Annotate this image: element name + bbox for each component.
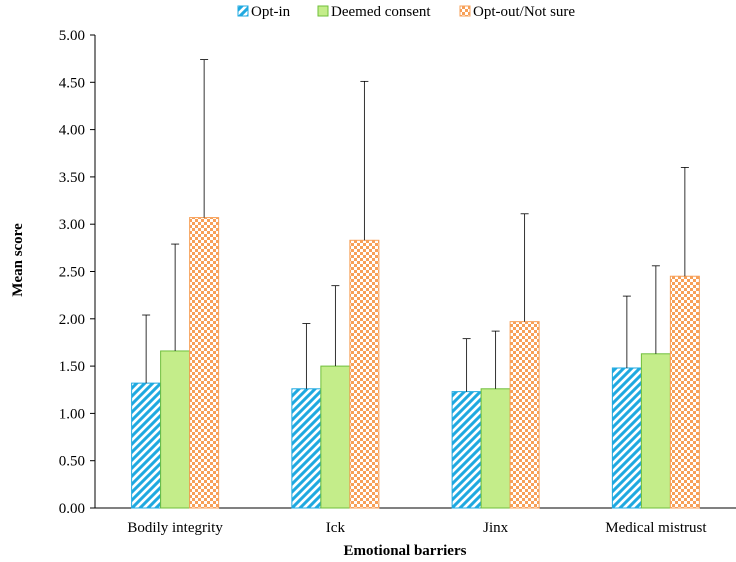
y-tick-label: 2.50 [59, 265, 85, 281]
y-tick-label: 1.50 [59, 359, 85, 375]
x-tick-label-jinx: Jinx [483, 520, 509, 536]
legend-label-opt-out-not-sure: Opt-out/Not sure [473, 4, 575, 20]
y-tick-label: 0.00 [59, 501, 85, 517]
bar-deemed-consent-bodily-integrity [160, 350, 191, 509]
x-tick-label-bodily-integrity: Bodily integrity [127, 520, 223, 536]
x-axis: Bodily integrity Ick Jinx Medical mistrust [95, 507, 736, 536]
y-tick-label: 4.00 [59, 123, 85, 139]
bar-opt-in-ick [291, 388, 322, 509]
bar-opt-out-not-sure-medical-mistrust [669, 275, 700, 509]
y-tick-label: 4.50 [59, 75, 85, 91]
legend: Opt-in Deemed consent Opt-out/Not sure [237, 4, 575, 20]
y-tick-label: 1.00 [59, 406, 85, 422]
y-tick-label: 0.50 [59, 454, 85, 470]
legend-swatch-opt-out-not-sure [459, 5, 471, 17]
x-tick-label-medical-mistrust: Medical mistrust [605, 520, 707, 536]
bar-opt-out-not-sure-bodily-integrity [189, 217, 220, 509]
x-tick-label-ick: Ick [326, 520, 346, 536]
bar-opt-out-not-sure-jinx [509, 321, 540, 509]
y-tick-label: 2.00 [59, 312, 85, 328]
bar-deemed-consent-jinx [480, 388, 511, 509]
bar-opt-in-jinx [451, 391, 482, 509]
bar-opt-in-medical-mistrust [611, 367, 642, 509]
legend-label-deemed-consent: Deemed consent [331, 4, 431, 20]
bar-deemed-consent-ick [320, 365, 351, 509]
y-axis-title: Mean score [10, 223, 26, 297]
bar-opt-in-bodily-integrity [131, 382, 162, 509]
y-axis: 0.00 0.50 1.00 1.50 2.00 2.50 3.00 3.50 4.00 4.50… [59, 28, 96, 517]
y-tick-label: 3.00 [59, 217, 85, 233]
y-tick-label: 3.50 [59, 170, 85, 186]
bars [131, 59, 700, 509]
legend-swatch-opt-in [237, 5, 249, 17]
x-axis-title: Emotional barriers [344, 543, 467, 559]
bar-deemed-consent-medical-mistrust [640, 353, 671, 509]
bar-opt-out-not-sure-ick [349, 239, 380, 509]
legend-swatch-deemed-consent [317, 5, 329, 17]
y-tick-label: 5.00 [59, 28, 85, 44]
legend-label-opt-in: Opt-in [251, 4, 291, 20]
